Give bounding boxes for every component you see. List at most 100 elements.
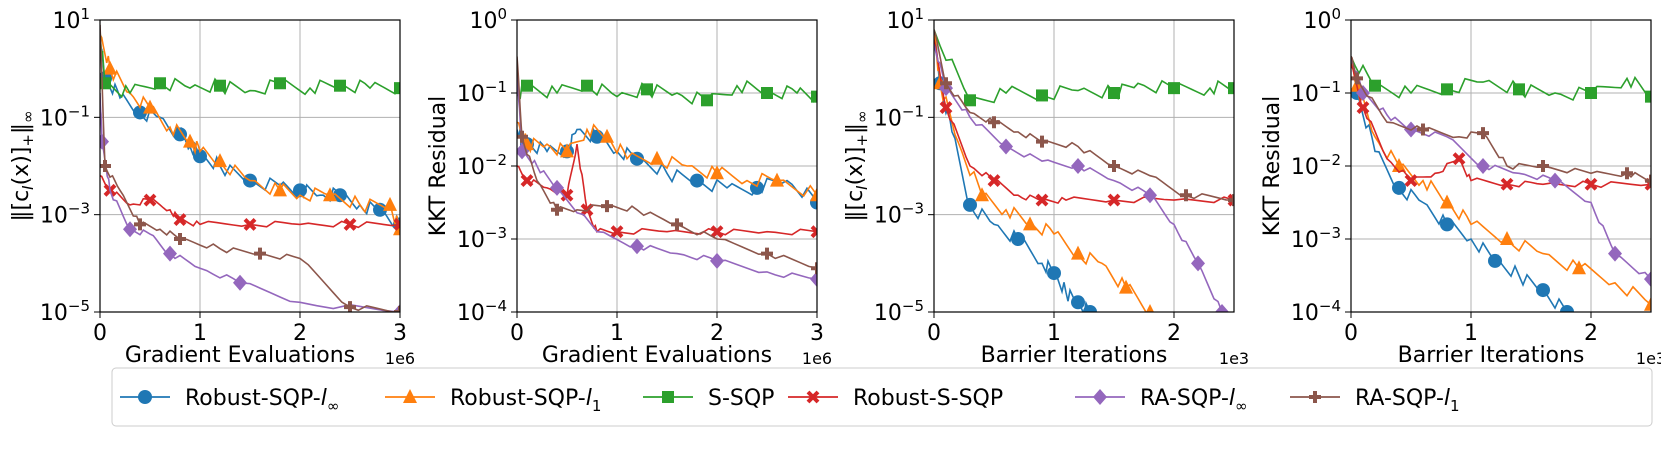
series-point bbox=[710, 225, 724, 239]
legend-entry-6: RA-SQP-l1 bbox=[1290, 386, 1460, 415]
series-point bbox=[810, 225, 817, 239]
series-point bbox=[1083, 305, 1097, 312]
x-tick-label: 2 bbox=[293, 321, 307, 346]
y-tick-label: 10−3 bbox=[874, 200, 924, 229]
series-line-1 bbox=[1351, 56, 1568, 312]
series-point bbox=[761, 87, 773, 99]
legend-entry-1: Robust-SQP-l∞ bbox=[120, 386, 339, 415]
series-point bbox=[988, 116, 1000, 129]
y-tick-label: 10−4 bbox=[457, 297, 507, 326]
series-point bbox=[1644, 271, 1651, 288]
series-point bbox=[1071, 245, 1085, 260]
series-point bbox=[293, 183, 307, 198]
legend-label: Robust-SQP-l∞ bbox=[185, 386, 339, 415]
legend-marker bbox=[806, 390, 820, 404]
series-point bbox=[1108, 87, 1120, 99]
series-point bbox=[517, 143, 529, 160]
legend-label: Robust-S-SQP bbox=[853, 386, 1003, 411]
series-line-3 bbox=[100, 29, 400, 99]
series-point bbox=[1477, 127, 1489, 140]
series-point bbox=[344, 301, 356, 312]
series-point bbox=[1500, 231, 1514, 245]
series-point bbox=[1441, 83, 1453, 96]
series-point bbox=[1537, 160, 1549, 172]
series-point bbox=[134, 218, 146, 231]
series-point bbox=[1108, 160, 1120, 172]
series-point bbox=[1071, 295, 1085, 310]
series-point bbox=[560, 143, 574, 158]
x-axis-title: Gradient Evaluations bbox=[542, 343, 772, 368]
series-point bbox=[811, 90, 817, 103]
series-line-2 bbox=[517, 121, 817, 198]
plot-area bbox=[1351, 56, 1651, 312]
series-point bbox=[521, 79, 533, 92]
series-point bbox=[517, 130, 528, 143]
x-multiplier: 1e3 bbox=[1219, 349, 1249, 368]
series-point bbox=[964, 94, 976, 107]
x-tick-label: 0 bbox=[927, 321, 941, 346]
series-point bbox=[1585, 87, 1597, 99]
series-point bbox=[1107, 193, 1121, 207]
series-point bbox=[1047, 266, 1061, 281]
series-point bbox=[1513, 83, 1525, 96]
y-axis-title: KKT Residual bbox=[426, 96, 451, 237]
series-point bbox=[1500, 177, 1514, 191]
series-point bbox=[1548, 172, 1562, 189]
axes-frame bbox=[1350, 19, 1652, 313]
y-tick-label: 10−2 bbox=[1291, 151, 1341, 180]
x-tick-label: 0 bbox=[510, 321, 524, 346]
series-point bbox=[1356, 101, 1370, 115]
series-point bbox=[143, 193, 157, 207]
series-point bbox=[1608, 245, 1622, 262]
series-point bbox=[1351, 72, 1363, 85]
legend-box bbox=[111, 367, 1653, 427]
series-point bbox=[650, 150, 664, 165]
series-line-2 bbox=[934, 29, 1150, 312]
series-line-1 bbox=[934, 34, 1091, 312]
legend-marker bbox=[403, 389, 417, 403]
series-point bbox=[1476, 158, 1490, 174]
series-point bbox=[1143, 187, 1157, 204]
series-point bbox=[383, 196, 397, 211]
series-point bbox=[1119, 279, 1133, 294]
legend-label: RA-SQP-l∞ bbox=[1140, 386, 1248, 415]
series-line-3 bbox=[934, 29, 1234, 104]
x-tick-label: 1 bbox=[1464, 321, 1478, 346]
series-point bbox=[550, 179, 564, 196]
series-line-2 bbox=[100, 34, 400, 230]
series-point bbox=[601, 200, 613, 213]
y-tick-label: 100 bbox=[1303, 5, 1341, 34]
series-point bbox=[173, 213, 187, 226]
series-point bbox=[243, 217, 257, 231]
series-point bbox=[1036, 89, 1048, 102]
series-point bbox=[710, 252, 724, 269]
y-tick-label: 10−5 bbox=[40, 297, 90, 326]
series-point bbox=[1168, 82, 1180, 95]
y-tick-label: 10−1 bbox=[40, 102, 90, 131]
y-tick-label: 10−1 bbox=[1291, 78, 1341, 107]
y-axis-title: KKT Residual bbox=[1260, 96, 1285, 237]
series-point bbox=[600, 128, 614, 143]
series-point bbox=[1488, 253, 1502, 268]
legend-entry-4: Robust-S-SQP bbox=[788, 386, 1003, 411]
y-tick-label: 10−3 bbox=[1291, 224, 1341, 253]
x-tick-label: 2 bbox=[710, 321, 724, 346]
series-point bbox=[1146, 304, 1154, 312]
x-tick-label: 3 bbox=[393, 321, 407, 346]
axes-frame bbox=[99, 19, 401, 313]
x-axis-title: Barrier Iterations bbox=[981, 343, 1168, 368]
legend-label: RA-SQP-l1 bbox=[1355, 386, 1460, 415]
series-point bbox=[1572, 260, 1586, 275]
y-tick-label: 100 bbox=[469, 5, 507, 34]
legend-label: Robust-SQP-l1 bbox=[450, 386, 601, 415]
series-point bbox=[1369, 79, 1381, 92]
series-point bbox=[1440, 194, 1454, 209]
series-point bbox=[770, 172, 784, 187]
series-point bbox=[1560, 305, 1574, 312]
series-point bbox=[1621, 167, 1633, 180]
plot-area bbox=[934, 29, 1234, 312]
series-point bbox=[761, 247, 773, 260]
series-point bbox=[213, 153, 227, 168]
chart-panel-2: 0 1 2 3 100 10−1 10−2 10−3 10−4 1e6 Gradient Evalu… bbox=[426, 5, 832, 368]
plot-area bbox=[100, 24, 400, 312]
